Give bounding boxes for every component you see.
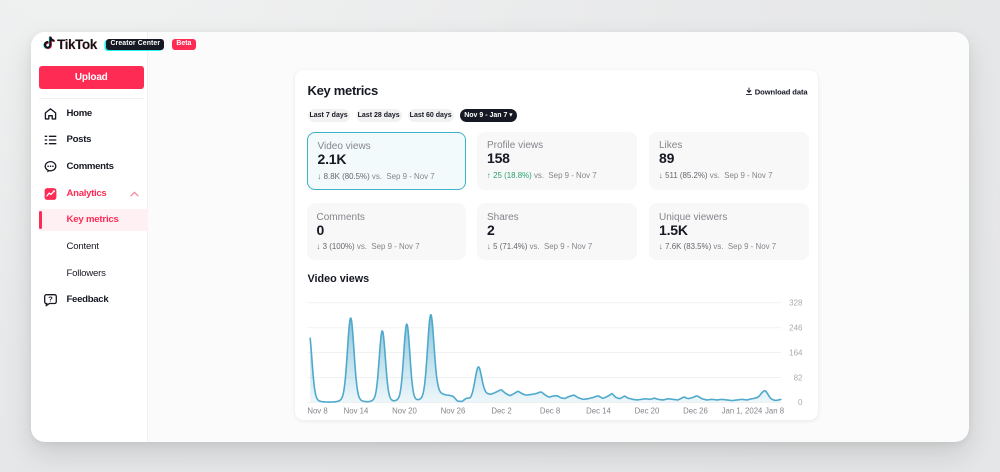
svg-text:?: ? xyxy=(48,295,53,304)
